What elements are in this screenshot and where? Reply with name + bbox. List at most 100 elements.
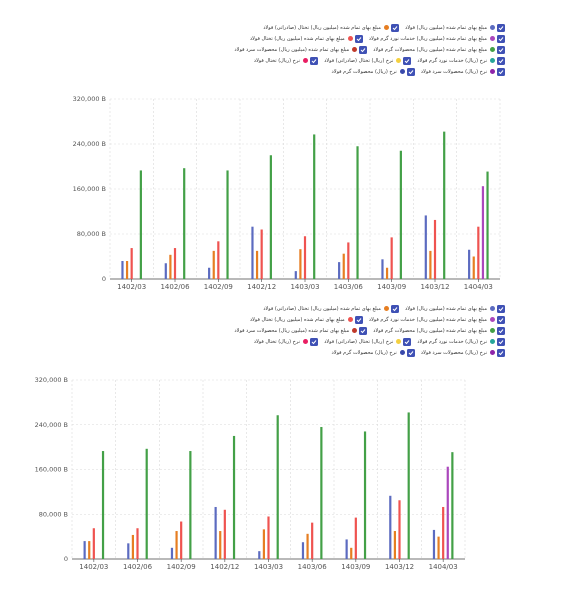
- bar: [173, 248, 177, 279]
- legend-row: نرخ (ریال) محصولات سرد فولاد نرخ (ریال) …: [228, 347, 505, 358]
- legend-item[interactable]: نرخ (ریال) تختال فولاد: [254, 337, 319, 346]
- checkbox-icon[interactable]: [497, 337, 505, 346]
- x-tick-label: 1403/09: [377, 283, 406, 291]
- bar: [226, 170, 229, 279]
- checkbox-icon[interactable]: [497, 67, 505, 76]
- x-tick-label: 1402/12: [210, 563, 239, 571]
- legend-dot: [490, 69, 495, 74]
- x-tick-label: 1402/06: [123, 563, 153, 571]
- checkbox-icon[interactable]: [354, 34, 363, 43]
- legend-label: مبلغ بهای تمام شده (میلیون ریال) تختال ف…: [249, 316, 345, 323]
- legend-row: مبلغ بهای تمام شده (میلیون ریال) فولاد م…: [228, 22, 505, 33]
- checkbox-icon[interactable]: [406, 67, 415, 76]
- legend-item[interactable]: مبلغ بهای تمام شده (میلیون ریال) محصولات…: [234, 45, 368, 54]
- legend-item[interactable]: نرخ (ریال) خدمات نورد گرم فولاد: [417, 56, 505, 65]
- bar: [276, 415, 279, 559]
- legend-item[interactable]: مبلغ بهای تمام شده (میلیون ریال) تختال (…: [263, 23, 399, 32]
- checkbox-icon[interactable]: [497, 23, 505, 32]
- legend-label: نرخ (ریال) خدمات نورد گرم فولاد: [417, 338, 487, 345]
- legend-item[interactable]: مبلغ بهای تمام شده (میلیون ریال) تختال ف…: [249, 34, 363, 43]
- legend-item[interactable]: نرخ (ریال) خدمات نورد گرم فولاد: [417, 337, 505, 346]
- bar: [183, 168, 186, 279]
- bar: [212, 250, 215, 279]
- checkbox-icon[interactable]: [310, 56, 319, 65]
- legend-dot: [490, 58, 495, 63]
- bar: [92, 528, 95, 559]
- legend-label: نرخ (ریال) خدمات نورد گرم فولاد: [417, 57, 487, 64]
- y-tick-label: 0: [102, 275, 106, 283]
- x-tick-label: 1404/03: [464, 283, 493, 291]
- checkbox-icon[interactable]: [359, 45, 368, 54]
- legend-dot: [490, 25, 495, 30]
- checkbox-icon[interactable]: [497, 56, 505, 65]
- legend-item[interactable]: نرخ (ریال) محصولات گرم فولاد: [332, 348, 415, 357]
- checkbox-icon[interactable]: [497, 315, 505, 324]
- legend-dot: [490, 339, 495, 344]
- bar: [442, 506, 445, 559]
- bar: [267, 516, 270, 559]
- legend-label: مبلغ بهای تمام شده (میلیون ریال) محصولات…: [373, 46, 487, 53]
- legend-label: مبلغ بهای تمام شده (میلیون ریال) تختال ف…: [249, 35, 345, 42]
- legend-item[interactable]: مبلغ بهای تمام شده (میلیون ریال) محصولات…: [234, 326, 368, 335]
- bar: [131, 534, 134, 559]
- bar: [437, 536, 440, 559]
- bar: [127, 543, 130, 559]
- bar: [180, 521, 183, 559]
- bar: [269, 155, 272, 279]
- legend-item[interactable]: مبلغ بهای تمام شده (میلیون ریال) فولاد: [405, 23, 505, 32]
- checkbox-icon[interactable]: [310, 337, 319, 346]
- legend-dot: [490, 350, 495, 355]
- legend-item[interactable]: نرخ (ریال) تختال (صادراتی) فولاد: [324, 56, 412, 65]
- x-tick-label: 1402/03: [117, 283, 146, 291]
- bar: [294, 271, 297, 279]
- bar-chart-2: 0 80,000 B 160,000 B 240,000 B 320,000 B 1402…: [35, 376, 466, 571]
- bar: [486, 171, 489, 279]
- legend-item[interactable]: مبلغ بهای تمام شده (میلیون ریال) خدمات ن…: [369, 34, 505, 43]
- bar: [303, 236, 307, 279]
- x-tick-label: 1402/09: [167, 563, 196, 571]
- x-tick-label: 1403/03: [290, 283, 319, 291]
- bar: [306, 533, 309, 559]
- legend-dot: [399, 350, 405, 355]
- legend-item[interactable]: مبلغ بهای تمام شده (میلیون ریال) محصولات…: [373, 326, 505, 335]
- legend-item[interactable]: مبلغ بهای تمام شده (میلیون ریال) فولاد: [405, 304, 505, 313]
- checkbox-icon[interactable]: [497, 34, 505, 43]
- chart-panel-1: مبلغ بهای تمام شده (میلیون ریال) فولاد م…: [73, 22, 505, 291]
- bar: [214, 506, 217, 559]
- x-tick-label: 1404/03: [429, 563, 458, 571]
- y-tick-label: 320,000 B: [35, 376, 68, 384]
- checkbox-icon[interactable]: [497, 45, 505, 54]
- checkbox-icon[interactable]: [390, 23, 399, 32]
- legend-item[interactable]: نرخ (ریال) محصولات گرم فولاد: [332, 67, 415, 76]
- bar: [260, 229, 263, 279]
- checkbox-icon[interactable]: [497, 326, 505, 335]
- legend-item[interactable]: نرخ (ریال) محصولات سرد فولاد: [421, 348, 505, 357]
- checkbox-icon[interactable]: [406, 348, 415, 357]
- legend-item[interactable]: مبلغ بهای تمام شده (میلیون ریال) محصولات…: [373, 45, 505, 54]
- x-tick-label: 1402/12: [247, 283, 276, 291]
- legend-item[interactable]: مبلغ بهای تمام شده (میلیون ریال) تختال (…: [263, 304, 399, 313]
- legend-row: مبلغ بهای تمام شده (میلیون ریال) محصولات…: [228, 44, 505, 55]
- checkbox-icon[interactable]: [354, 315, 363, 324]
- bar: [145, 448, 148, 559]
- checkbox-icon[interactable]: [497, 348, 505, 357]
- bar: [481, 186, 485, 279]
- checkbox-icon[interactable]: [359, 326, 368, 335]
- checkbox-icon[interactable]: [403, 56, 412, 65]
- x-tick-label: 1403/06: [334, 283, 364, 291]
- bar: [399, 150, 402, 279]
- bar: [347, 242, 350, 279]
- legend-dot: [352, 47, 358, 52]
- checkbox-icon[interactable]: [497, 304, 505, 313]
- legend-item[interactable]: نرخ (ریال) تختال (صادراتی) فولاد: [324, 337, 412, 346]
- bar: [356, 146, 359, 279]
- legend-item[interactable]: نرخ (ریال) تختال فولاد: [254, 56, 319, 65]
- checkbox-icon[interactable]: [390, 304, 399, 313]
- legend-item[interactable]: مبلغ بهای تمام شده (میلیون ریال) خدمات ن…: [369, 315, 505, 324]
- bar: [443, 131, 446, 279]
- legend-item[interactable]: نرخ (ریال) محصولات سرد فولاد: [421, 67, 505, 76]
- legend-item[interactable]: مبلغ بهای تمام شده (میلیون ریال) تختال ف…: [249, 315, 363, 324]
- legend-dot: [396, 58, 402, 63]
- checkbox-icon[interactable]: [403, 337, 412, 346]
- legend-dot: [490, 328, 495, 333]
